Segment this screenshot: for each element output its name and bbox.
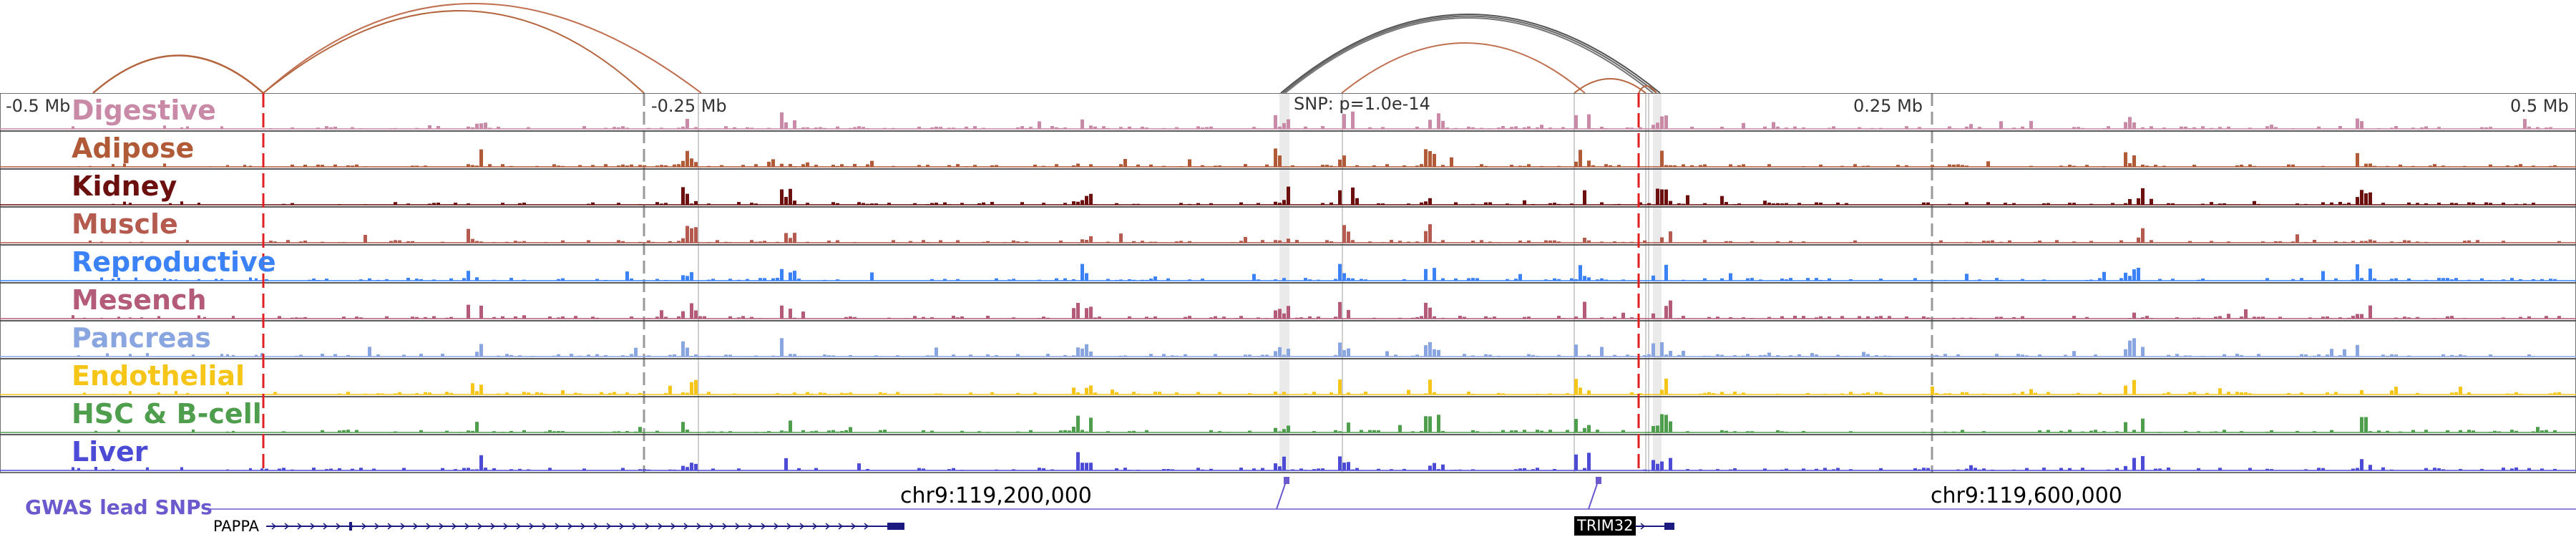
strand-arrow — [722, 523, 728, 530]
axis-label-right: 0.5 Mb — [2510, 96, 2569, 116]
strand-arrow — [696, 523, 702, 530]
strand-arrow — [838, 523, 844, 530]
strand-arrow — [709, 523, 715, 530]
gwas-connector — [1588, 479, 1599, 510]
strand-arrow — [387, 523, 393, 530]
strand-arrow — [336, 523, 341, 530]
loop-arc — [1574, 78, 1646, 94]
strand-arrow — [619, 523, 625, 530]
strand-arrow — [555, 523, 560, 530]
strand-arrow — [645, 523, 650, 530]
gwas-snp-marker — [1284, 477, 1289, 484]
track-label: Pancreas — [72, 322, 211, 354]
strand-arrow — [310, 523, 316, 530]
track-label: Kidney — [72, 170, 177, 202]
loop-arc — [263, 10, 645, 94]
chromatin-loop-arcs — [92, 3, 1661, 94]
axis-label-left-mid: -0.25 Mb — [651, 96, 727, 116]
track-label: Muscle — [72, 208, 178, 240]
strand-arrow — [786, 523, 792, 530]
gwas-snp-marker — [1596, 477, 1601, 484]
track-label: Adipose — [72, 132, 195, 164]
strand-arrow — [452, 523, 457, 530]
signal-tracks — [0, 93, 2576, 473]
strand-arrow — [400, 523, 406, 530]
track-label: Endothelial — [72, 360, 245, 392]
axis-label-right-mid: 0.25 Mb — [1853, 96, 1923, 116]
strand-arrow — [529, 523, 535, 530]
strand-arrow — [606, 523, 612, 530]
strand-arrow — [670, 523, 676, 530]
gene-label-pappa: PAPPA — [213, 518, 260, 535]
strand-arrow — [825, 523, 831, 530]
loop-arc — [92, 54, 264, 94]
track-label: Digestive — [72, 95, 216, 126]
signal-peaks — [72, 111, 2552, 129]
strand-arrow — [374, 523, 380, 530]
gwas-connector — [1276, 479, 1287, 510]
loop-arc — [1341, 42, 1586, 94]
strand-arrow — [580, 523, 586, 530]
strand-arrow — [464, 523, 470, 530]
loop-arc — [1284, 17, 1654, 94]
coordinate-label-left: chr9:119,200,000 — [900, 483, 1092, 508]
strand-arrow — [297, 523, 303, 530]
axis-label-snp: SNP: p=1.0e-14 — [1294, 94, 1430, 114]
loop-arc — [1282, 15, 1657, 94]
gene-exon — [1664, 523, 1674, 530]
strand-arrow — [683, 523, 689, 530]
track-label: Liver — [72, 436, 148, 468]
loop-arc — [1280, 14, 1661, 94]
strand-arrow — [658, 523, 663, 530]
strand-arrow — [426, 523, 431, 530]
strand-arrow — [799, 523, 805, 530]
strand-arrow — [503, 523, 509, 530]
gene-annotation-panel — [208, 477, 2576, 531]
axis-label-left: -0.5 Mb — [6, 96, 71, 116]
strand-arrow — [748, 523, 753, 530]
strand-arrow — [477, 523, 483, 530]
track-label: Mesench — [72, 284, 207, 316]
track-label: HSC & B-cell — [72, 398, 262, 430]
strand-arrow — [632, 523, 638, 530]
strand-arrow — [542, 523, 547, 530]
gwas-lead-snps-label: GWAS lead SNPs — [25, 495, 213, 519]
loop-arc — [1638, 85, 1657, 94]
track-row — [0, 434, 2576, 473]
strand-arrow — [490, 523, 496, 530]
gene-structure — [266, 522, 1674, 531]
strand-arrow — [812, 523, 818, 530]
track-label: Reproductive — [72, 246, 276, 278]
strand-arrow — [774, 523, 779, 530]
signal-peaks — [100, 263, 2557, 281]
strand-arrow — [761, 523, 766, 530]
signal-peaks — [83, 378, 2561, 395]
strand-arrow — [735, 523, 741, 530]
coordinate-label-right: chr9:119,600,000 — [1931, 483, 2122, 508]
signal-peaks — [112, 186, 2535, 205]
gene-exon — [349, 522, 352, 531]
loop-arc — [263, 3, 702, 94]
strand-arrow — [851, 523, 857, 530]
strand-arrow — [271, 523, 277, 530]
strand-arrow — [284, 523, 290, 530]
signal-peaks — [72, 300, 2561, 319]
gene-label-trim32: TRIM32 — [1574, 516, 1636, 536]
strand-arrow — [323, 523, 328, 530]
strand-arrow — [361, 523, 367, 530]
strand-arrow — [567, 523, 573, 530]
strand-arrow — [593, 523, 599, 530]
gene-exon — [887, 523, 904, 530]
strand-arrow — [516, 523, 522, 530]
signal-peaks — [94, 414, 2557, 432]
strand-arrow — [1640, 523, 1646, 530]
strand-arrow — [864, 523, 869, 530]
strand-arrow — [413, 523, 419, 530]
signal-peaks — [89, 224, 2561, 243]
strand-arrow — [439, 523, 444, 530]
signal-peaks — [72, 452, 2557, 470]
signal-peaks — [77, 148, 2557, 167]
signal-peaks — [77, 338, 2535, 357]
